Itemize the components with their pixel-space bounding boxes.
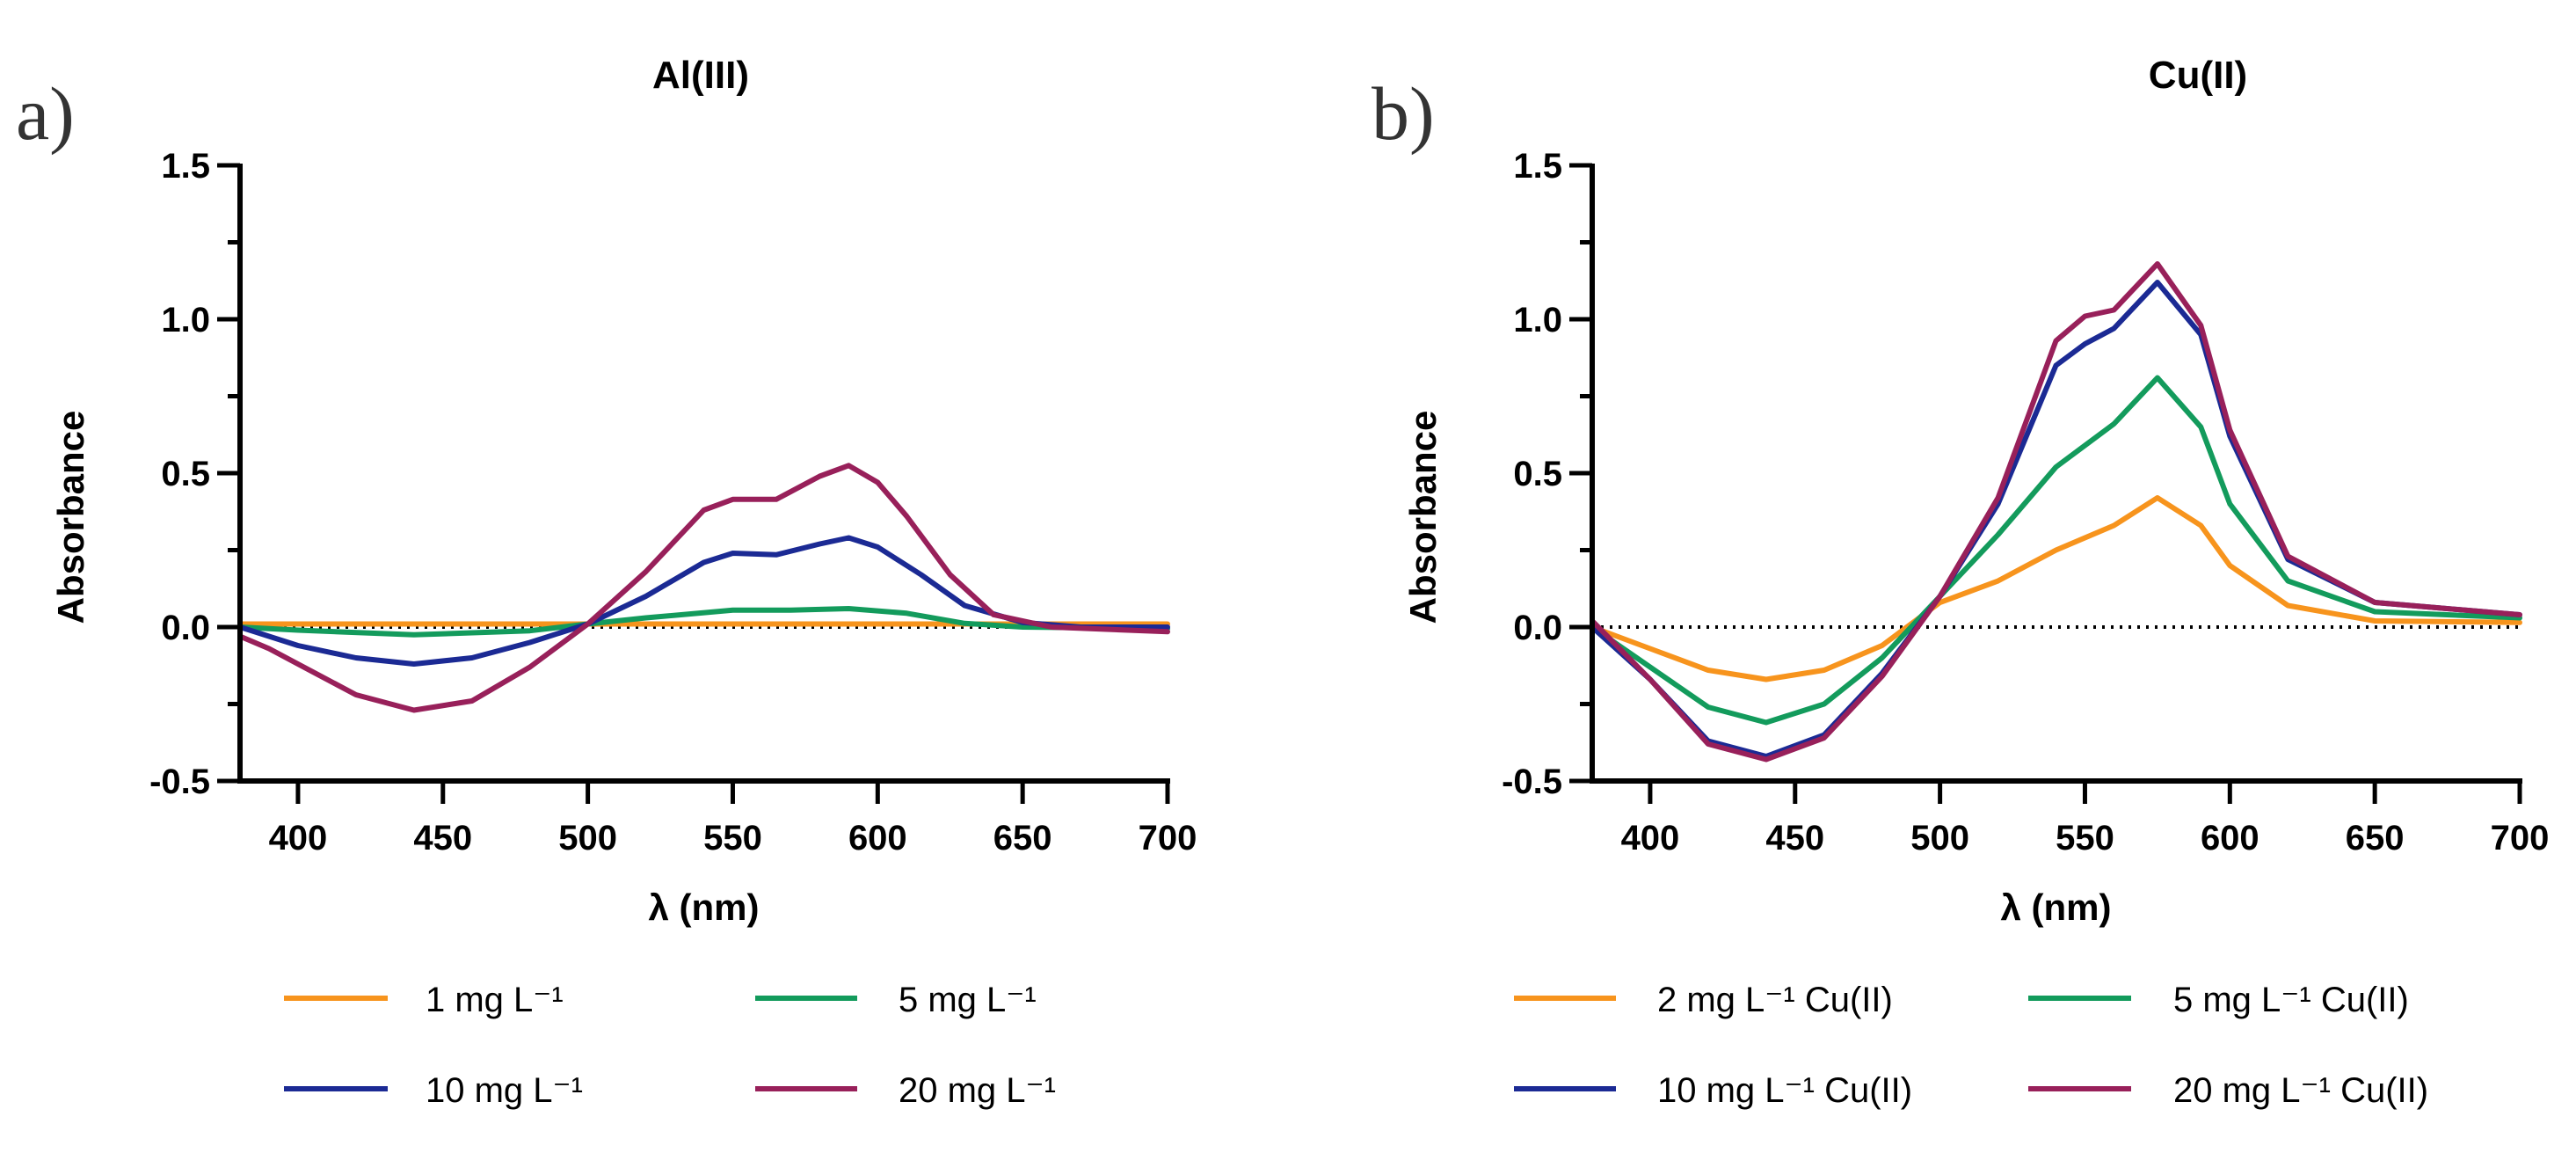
x-tick-label: 650: [993, 819, 1052, 857]
x-tick-label: 550: [703, 819, 762, 857]
x-axis-title: λ (nm): [2001, 887, 2112, 928]
series-line-3: [237, 463, 1170, 713]
chart-panel-b: b) Cu(II) -0.5 0.0 0.5 1.0 1.5 400 450 500 550 600 6…: [1372, 54, 2549, 1110]
y-tick-label: 0.0: [1513, 609, 1562, 647]
chart-title: Al(III): [652, 54, 749, 97]
x-tick-label: 700: [1139, 819, 1197, 857]
y-tick-label: 1.0: [1513, 301, 1562, 339]
series-line-2: [1590, 280, 2522, 759]
x-tick-label: 650: [2346, 819, 2405, 857]
legend-label: 20 mg L⁻¹ Cu(II): [2173, 1071, 2428, 1110]
y-tick-label: -0.5: [149, 763, 210, 801]
x-tick-label: 700: [2491, 819, 2550, 857]
series-line-2: [237, 535, 1170, 667]
y-tick-label: -0.5: [1502, 763, 1562, 801]
legend-label: 5 mg L⁻¹ Cu(II): [2173, 981, 2409, 1019]
y-tick-label: 1.0: [161, 301, 210, 339]
series-line-3: [1590, 261, 2522, 763]
legend-label: 10 mg L⁻¹: [426, 1071, 583, 1110]
legend: 1 mg L⁻¹ 5 mg L⁻¹ 10 mg L⁻¹ 20 mg L⁻¹: [284, 981, 1056, 1110]
x-tick-label: 400: [269, 819, 328, 857]
series-line-1: [1590, 375, 2522, 726]
x-tick-label: 600: [2201, 819, 2259, 857]
x-tick-label: 600: [848, 819, 907, 857]
x-tick-label: 500: [558, 819, 617, 857]
chart-title: Cu(II): [2149, 54, 2247, 97]
y-tick-label: 0.5: [161, 455, 210, 493]
y-tick-label: 0.5: [1513, 455, 1562, 493]
legend-label: 20 mg L⁻¹: [899, 1071, 1056, 1110]
y-tick-label: 0.0: [161, 609, 210, 647]
x-tick-label: 450: [1765, 819, 1824, 857]
series-line-1: [237, 606, 1170, 638]
x-axis-title: λ (nm): [649, 887, 760, 928]
y-axis-title: Absorbance: [1402, 411, 1444, 624]
panel-label: b): [1372, 71, 1435, 156]
legend-label: 5 mg L⁻¹: [899, 981, 1037, 1019]
x-tick-label: 450: [413, 819, 472, 857]
x-tick-label: 500: [1910, 819, 1969, 857]
y-tick-label: 1.5: [161, 147, 210, 186]
y-axis-title: Absorbance: [50, 411, 91, 624]
legend-label: 1 mg L⁻¹: [426, 981, 564, 1019]
legend: 2 mg L⁻¹ Cu(II) 5 mg L⁻¹ Cu(II) 10 mg L⁻¹ …: [1514, 981, 2428, 1110]
legend-label: 10 mg L⁻¹ Cu(II): [1657, 1071, 1912, 1110]
chart-panel-a: a) Al(III) -0.5 0.0 0.5 1.0 1.5 400 450 500 550 600…: [16, 54, 1197, 1110]
x-tick-label: 550: [2056, 819, 2114, 857]
x-tick-label: 400: [1621, 819, 1680, 857]
y-tick-label: 1.5: [1513, 147, 1562, 186]
legend-label: 2 mg L⁻¹ Cu(II): [1657, 981, 1893, 1019]
panel-label: a): [16, 71, 75, 156]
series-line-0: [1590, 495, 2522, 682]
